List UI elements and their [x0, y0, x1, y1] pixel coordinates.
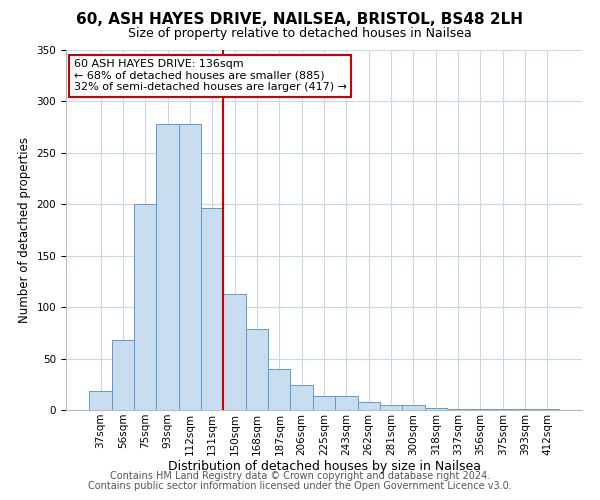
Bar [425, 408, 447, 410]
Bar [89, 392, 112, 410]
Bar [201, 208, 223, 410]
Bar [380, 405, 402, 410]
X-axis label: Distribution of detached houses by size in Nailsea: Distribution of detached houses by size … [167, 460, 481, 473]
Bar [447, 409, 469, 410]
Text: 60, ASH HAYES DRIVE, NAILSEA, BRISTOL, BS48 2LH: 60, ASH HAYES DRIVE, NAILSEA, BRISTOL, B… [77, 12, 523, 28]
Text: Size of property relative to detached houses in Nailsea: Size of property relative to detached ho… [128, 28, 472, 40]
Bar [491, 409, 514, 410]
Bar [246, 328, 268, 410]
Text: Contains public sector information licensed under the Open Government Licence v3: Contains public sector information licen… [88, 481, 512, 491]
Bar [402, 405, 425, 410]
Bar [179, 124, 201, 410]
Bar [469, 409, 491, 410]
Bar [313, 396, 335, 410]
Text: Contains HM Land Registry data © Crown copyright and database right 2024.: Contains HM Land Registry data © Crown c… [110, 471, 490, 481]
Bar [157, 124, 179, 410]
Bar [290, 386, 313, 410]
Bar [514, 409, 536, 410]
Bar [134, 204, 157, 410]
Bar [223, 294, 246, 410]
Text: 60 ASH HAYES DRIVE: 136sqm
← 68% of detached houses are smaller (885)
32% of sem: 60 ASH HAYES DRIVE: 136sqm ← 68% of deta… [74, 59, 347, 92]
Y-axis label: Number of detached properties: Number of detached properties [18, 137, 31, 323]
Bar [268, 369, 290, 410]
Bar [335, 396, 358, 410]
Bar [112, 340, 134, 410]
Bar [536, 409, 559, 410]
Bar [358, 402, 380, 410]
